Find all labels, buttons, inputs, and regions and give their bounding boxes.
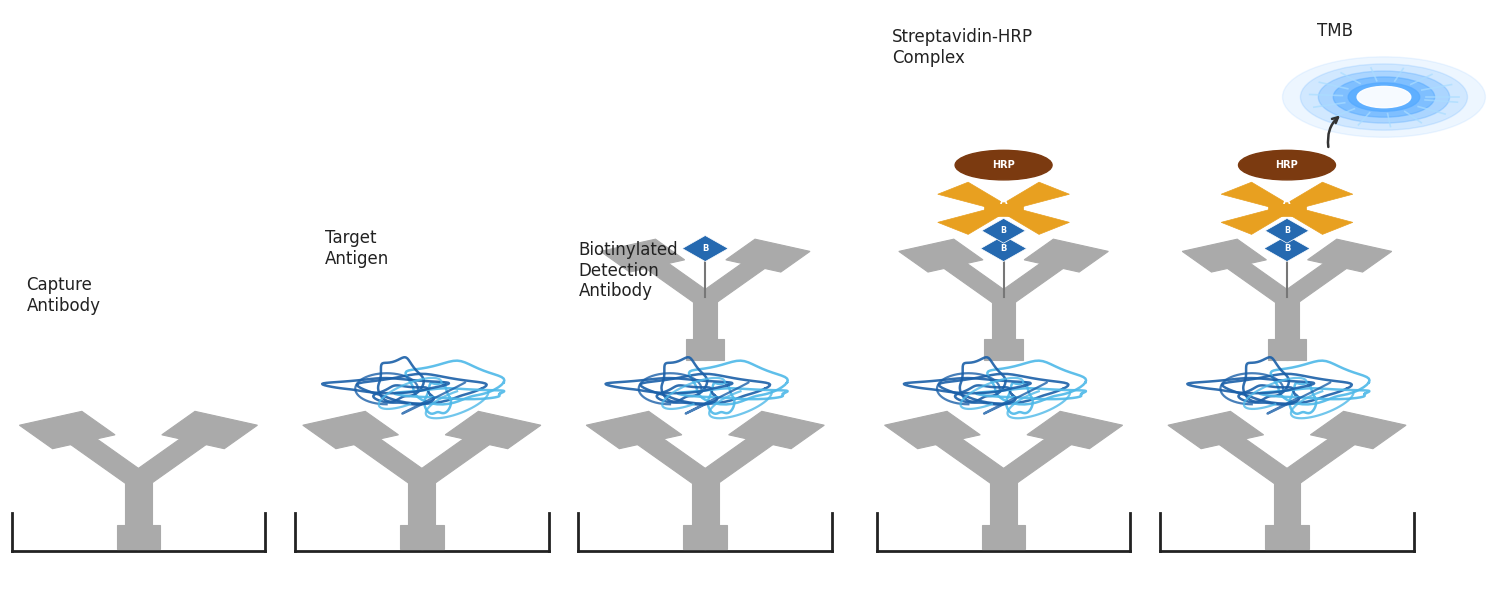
Text: HRP: HRP <box>992 160 1016 170</box>
Text: B: B <box>1000 244 1006 253</box>
Polygon shape <box>999 206 1070 235</box>
Polygon shape <box>20 412 116 449</box>
Polygon shape <box>1282 182 1353 210</box>
Text: TMB: TMB <box>1317 22 1353 40</box>
Ellipse shape <box>956 151 1052 180</box>
Polygon shape <box>1264 218 1310 243</box>
Polygon shape <box>1182 239 1266 272</box>
Polygon shape <box>1268 339 1288 360</box>
Polygon shape <box>984 201 1023 216</box>
Polygon shape <box>1024 239 1108 272</box>
Polygon shape <box>729 412 825 449</box>
Polygon shape <box>162 412 258 449</box>
Polygon shape <box>990 481 1017 525</box>
Text: A: A <box>1282 196 1290 206</box>
Polygon shape <box>126 433 214 484</box>
Polygon shape <box>694 259 772 302</box>
Polygon shape <box>400 525 423 548</box>
Polygon shape <box>446 412 542 449</box>
Polygon shape <box>999 182 1070 210</box>
Text: Target
Antigen: Target Antigen <box>326 229 388 268</box>
Polygon shape <box>1282 206 1353 235</box>
Polygon shape <box>600 239 684 272</box>
Ellipse shape <box>1239 151 1335 180</box>
Polygon shape <box>639 259 717 302</box>
Polygon shape <box>898 239 983 272</box>
Circle shape <box>1300 64 1467 130</box>
Polygon shape <box>303 412 399 449</box>
Polygon shape <box>928 433 1017 484</box>
Polygon shape <box>408 481 435 525</box>
Polygon shape <box>1168 412 1263 449</box>
Polygon shape <box>682 236 728 262</box>
Polygon shape <box>124 481 152 525</box>
Circle shape <box>1282 57 1485 137</box>
Text: B: B <box>702 244 708 253</box>
Text: HRP: HRP <box>1275 160 1299 170</box>
Text: Capture
Antibody: Capture Antibody <box>27 277 100 315</box>
Polygon shape <box>692 481 718 525</box>
Polygon shape <box>705 339 724 360</box>
Polygon shape <box>1274 433 1362 484</box>
Text: B: B <box>1284 244 1290 253</box>
Text: B: B <box>1000 226 1006 235</box>
Polygon shape <box>1286 525 1310 548</box>
Polygon shape <box>346 433 435 484</box>
Circle shape <box>1318 71 1449 123</box>
Polygon shape <box>693 300 717 339</box>
Polygon shape <box>63 433 152 484</box>
Polygon shape <box>990 433 1078 484</box>
Polygon shape <box>586 412 682 449</box>
Polygon shape <box>1264 236 1310 262</box>
Circle shape <box>1348 83 1420 111</box>
Polygon shape <box>684 525 706 548</box>
Polygon shape <box>992 259 1070 302</box>
Polygon shape <box>981 236 1026 262</box>
Polygon shape <box>1221 259 1299 302</box>
Polygon shape <box>1311 412 1406 449</box>
Polygon shape <box>1274 481 1300 525</box>
Polygon shape <box>885 412 980 449</box>
Polygon shape <box>981 525 1005 548</box>
Text: A: A <box>1000 196 1008 206</box>
Polygon shape <box>1221 182 1292 210</box>
Polygon shape <box>1212 433 1300 484</box>
Polygon shape <box>938 182 1008 210</box>
Circle shape <box>1358 86 1411 108</box>
Polygon shape <box>984 339 1005 360</box>
Polygon shape <box>938 206 1008 235</box>
Text: B: B <box>1284 226 1290 235</box>
Polygon shape <box>630 433 718 484</box>
Polygon shape <box>705 525 728 548</box>
Polygon shape <box>138 525 160 548</box>
Polygon shape <box>992 300 1016 339</box>
Polygon shape <box>1268 201 1306 216</box>
Polygon shape <box>1308 239 1392 272</box>
Circle shape <box>1334 77 1434 117</box>
Polygon shape <box>938 259 1016 302</box>
Polygon shape <box>1286 339 1306 360</box>
Polygon shape <box>1221 206 1292 235</box>
Text: Streptavidin-HRP
Complex: Streptavidin-HRP Complex <box>891 28 1034 67</box>
Polygon shape <box>1002 339 1023 360</box>
Polygon shape <box>1028 412 1122 449</box>
Text: Biotinylated
Detection
Antibody: Biotinylated Detection Antibody <box>579 241 678 301</box>
Polygon shape <box>982 218 1026 243</box>
Polygon shape <box>726 239 810 272</box>
Polygon shape <box>686 339 706 360</box>
Polygon shape <box>1002 525 1026 548</box>
Polygon shape <box>410 433 498 484</box>
Polygon shape <box>1275 259 1353 302</box>
Polygon shape <box>1264 525 1288 548</box>
Polygon shape <box>422 525 444 548</box>
Polygon shape <box>1275 300 1299 339</box>
Polygon shape <box>692 433 782 484</box>
Polygon shape <box>117 525 140 548</box>
